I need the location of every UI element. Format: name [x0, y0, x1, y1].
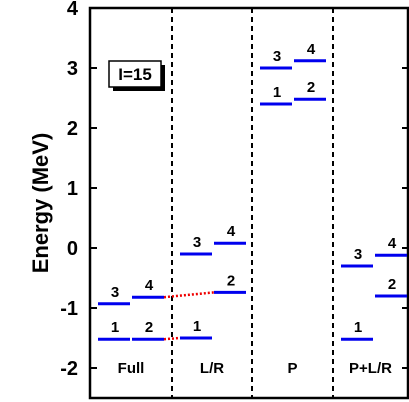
energy-level-label: 2 [227, 272, 235, 289]
energy-level-label: 1 [193, 318, 201, 335]
panel-label: L/R [200, 360, 224, 377]
energy-level-label: 4 [388, 235, 397, 252]
panel-label: P [287, 360, 297, 377]
energy-level-label: 3 [354, 246, 362, 263]
y-tick-label: 3 [67, 58, 78, 80]
energy-level-label: 4 [307, 41, 316, 58]
panel-label: P+L/R [349, 360, 392, 377]
energy-level-label: 1 [111, 319, 119, 336]
energy-level-label: 2 [307, 79, 315, 96]
level-connector [163, 291, 215, 299]
energy-level-label: 4 [145, 277, 154, 294]
energy-level-label: 4 [227, 223, 236, 240]
plot-frame [88, 6, 409, 400]
y-tick-label: 2 [67, 118, 78, 140]
energy-level-label: 1 [354, 319, 362, 336]
energy-level-label: 2 [145, 319, 153, 336]
y-axis-label: Energy (MeV) [28, 133, 53, 274]
annotation-text: I=15 [118, 65, 152, 84]
y-tick-label: 1 [67, 178, 78, 200]
panel-label: Full [118, 360, 145, 377]
y-tick-label: 4 [67, 0, 79, 20]
energy-level-label: 2 [388, 276, 396, 293]
y-tick-label: 0 [67, 238, 78, 260]
energy-level-label: 1 [273, 84, 281, 101]
energy-level-label: 3 [111, 284, 119, 301]
level-connector [163, 336, 181, 341]
energy-level-label: 3 [273, 48, 281, 65]
y-tick-label: -2 [60, 358, 78, 380]
annotation-box: I=15 [108, 60, 165, 91]
energy-level-label: 3 [193, 234, 201, 251]
y-tick-label: -1 [60, 298, 78, 320]
